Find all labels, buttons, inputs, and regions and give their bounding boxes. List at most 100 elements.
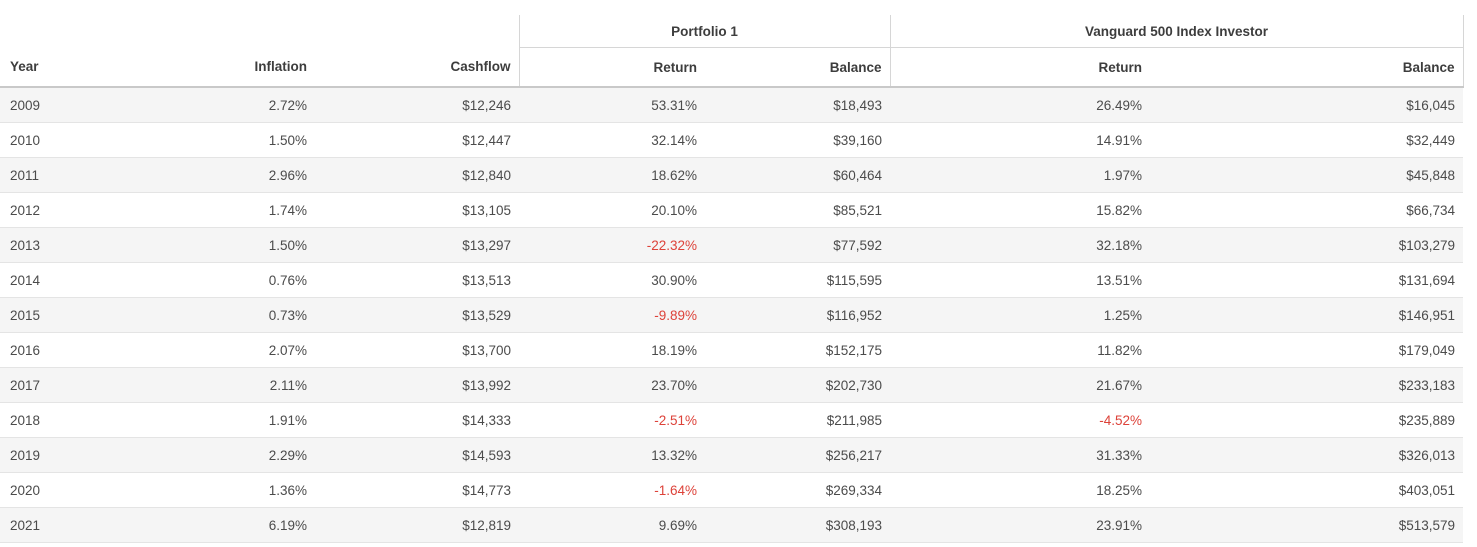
cell-vanguard-balance: $179,049 [1150,332,1464,368]
cell-cashflow: $12,447 [315,122,519,158]
cell-cashflow: $14,773 [315,472,519,508]
table-row: 2018 1.91% $14,333 -2.51% $211,985 -4.52% $235… [0,402,1464,438]
cell-year: 2018 [0,402,140,438]
cell-portfolio1-balance: $211,985 [705,402,890,438]
cell-vanguard-return: 18.25% [890,472,1150,508]
cell-inflation: 1.91% [140,402,315,438]
cell-portfolio1-return: 20.10% [519,192,705,228]
cell-year: 2013 [0,227,140,263]
cell-vanguard-return: 32.18% [890,227,1150,263]
cell-portfolio1-balance: $39,160 [705,122,890,158]
cell-vanguard-return: 13.51% [890,262,1150,298]
col-header-year: Year [0,47,140,88]
table-row: 2011 2.96% $12,840 18.62% $60,464 1.97% $45,84… [0,157,1464,193]
cell-vanguard-return: 15.82% [890,192,1150,228]
cell-inflation: 0.76% [140,262,315,298]
cell-cashflow: $12,246 [315,87,519,123]
cell-year: 2009 [0,87,140,123]
cell-inflation: 2.72% [140,87,315,123]
cell-portfolio1-balance: $152,175 [705,332,890,368]
cell-year: 2017 [0,367,140,403]
cell-portfolio1-balance: $116,952 [705,297,890,333]
cell-portfolio1-return: -2.51% [519,402,705,438]
group-header-vanguard-500-index-investor: Vanguard 500 Index Investor [889,15,1464,48]
cell-portfolio1-return: 18.19% [519,332,705,368]
table-row: 2020 1.36% $14,773 -1.64% $269,334 18.25% $403… [0,472,1464,508]
cell-year: 2010 [0,122,140,158]
cell-portfolio1-balance: $308,193 [705,507,890,543]
cell-vanguard-balance: $235,889 [1150,402,1464,438]
cell-cashflow: $12,840 [315,157,519,193]
cell-portfolio1-balance: $18,493 [705,87,890,123]
cell-vanguard-return: 1.97% [890,157,1150,193]
group-header-row: Portfolio 1 Vanguard 500 Index Investor [0,15,1464,48]
col-header-vanguard-balance: Balance [1150,47,1464,88]
cell-portfolio1-balance: $115,595 [705,262,890,298]
table-row: 2013 1.50% $13,297 -22.32% $77,592 32.18% $103… [0,227,1464,263]
table-row: 2021 6.19% $12,819 9.69% $308,193 23.91% $513,… [0,507,1464,543]
cell-inflation: 6.19% [140,507,315,543]
cell-vanguard-balance: $32,449 [1150,122,1464,158]
cell-portfolio1-balance: $77,592 [705,227,890,263]
cell-inflation: 2.11% [140,367,315,403]
table-row: 2010 1.50% $12,447 32.14% $39,160 14.91% $32,4… [0,122,1464,158]
cell-vanguard-balance: $16,045 [1150,87,1464,123]
cell-portfolio1-return: -1.64% [519,472,705,508]
cell-inflation: 1.50% [140,227,315,263]
cell-year: 2014 [0,262,140,298]
cell-inflation: 0.73% [140,297,315,333]
table-row: 2014 0.76% $13,513 30.90% $115,595 13.51% $131… [0,262,1464,298]
cell-vanguard-balance: $403,051 [1150,472,1464,508]
cell-vanguard-balance: $146,951 [1150,297,1464,333]
cell-portfolio1-return: 13.32% [519,437,705,473]
group-header-spacer [0,15,519,48]
cell-portfolio1-balance: $269,334 [705,472,890,508]
cell-inflation: 2.96% [140,157,315,193]
col-header-inflation: Inflation [140,47,315,88]
annual-returns-table: Portfolio 1 Vanguard 500 Index Investor … [0,15,1464,543]
cell-vanguard-balance: $326,013 [1150,437,1464,473]
cell-vanguard-balance: $233,183 [1150,367,1464,403]
table-header: Portfolio 1 Vanguard 500 Index Investor … [0,15,1464,88]
col-header-cashflow: Cashflow [315,47,519,88]
cell-vanguard-return: 1.25% [890,297,1150,333]
cell-vanguard-return: 11.82% [890,332,1150,368]
cell-vanguard-return: 21.67% [890,367,1150,403]
cell-portfolio1-balance: $202,730 [705,367,890,403]
cell-portfolio1-return: 23.70% [519,367,705,403]
cell-year: 2016 [0,332,140,368]
cell-cashflow: $13,992 [315,367,519,403]
cell-year: 2020 [0,472,140,508]
table-row: 2016 2.07% $13,700 18.19% $152,175 11.82% $179… [0,332,1464,368]
table-row: 2009 2.72% $12,246 53.31% $18,493 26.49% $16,0… [0,87,1464,123]
cell-portfolio1-return: 32.14% [519,122,705,158]
cell-portfolio1-balance: $85,521 [705,192,890,228]
group-header-portfolio-1: Portfolio 1 [518,15,890,48]
cell-portfolio1-balance: $60,464 [705,157,890,193]
cell-cashflow: $13,513 [315,262,519,298]
cell-portfolio1-return: -9.89% [519,297,705,333]
cell-vanguard-return: 31.33% [890,437,1150,473]
cell-year: 2011 [0,157,140,193]
column-header-row: Year Inflation Cashflow Return Balance R… [0,47,1464,88]
cell-cashflow: $13,297 [315,227,519,263]
cell-year: 2015 [0,297,140,333]
cell-cashflow: $14,333 [315,402,519,438]
cell-vanguard-return: -4.52% [890,402,1150,438]
table-body: 2009 2.72% $12,246 53.31% $18,493 26.49% $16,0… [0,87,1464,543]
col-header-portfolio1-return: Return [518,47,705,88]
cell-vanguard-balance: $66,734 [1150,192,1464,228]
cell-cashflow: $14,593 [315,437,519,473]
cell-portfolio1-return: 9.69% [519,507,705,543]
cell-portfolio1-return: 53.31% [519,87,705,123]
cell-vanguard-balance: $131,694 [1150,262,1464,298]
cell-inflation: 2.07% [140,332,315,368]
cell-vanguard-balance: $513,579 [1150,507,1464,543]
table-row: 2015 0.73% $13,529 -9.89% $116,952 1.25% $146,… [0,297,1464,333]
cell-portfolio1-return: -22.32% [519,227,705,263]
cell-vanguard-return: 23.91% [890,507,1150,543]
cell-cashflow: $13,700 [315,332,519,368]
cell-portfolio1-return: 30.90% [519,262,705,298]
table-row: 2012 1.74% $13,105 20.10% $85,521 15.82% $66,7… [0,192,1464,228]
cell-vanguard-return: 14.91% [890,122,1150,158]
